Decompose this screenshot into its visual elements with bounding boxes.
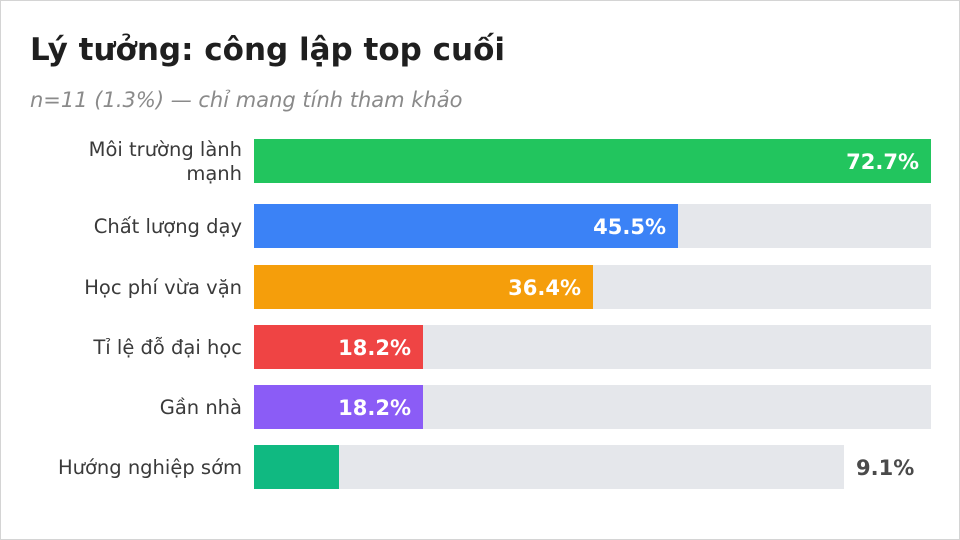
bar-row: 45.5% Chất lượng dạy [94,204,931,248]
bar-row: 36.4% Học phí vừa vặn [84,265,931,309]
bar-value-label: 9.1% [856,456,914,480]
bar-row: 9.1% Hướng nghiệp sớm [58,445,914,489]
category-label: Gần nhà [160,396,242,419]
bar-value-label: 36.4% [508,276,581,300]
bar-row: 18.2% Tỉ lệ đỗ đại học [92,325,931,369]
category-label: Môi trường lành mạnh [89,138,242,185]
bar-row: 72.7% Môi trường lành mạnh [89,138,931,185]
bar [254,445,339,489]
category-label: Chất lượng dạy [94,215,242,238]
bar-value-label: 18.2% [338,396,411,420]
bar-value-label: 72.7% [846,150,919,174]
category-label: Tỉ lệ đỗ đại học [92,336,242,359]
bar-value-label: 45.5% [593,215,666,239]
category-label: Học phí vừa vặn [84,276,242,299]
chart-subtitle: n=11 (1.3%) — chỉ mang tính tham khảo [30,88,463,112]
bar [254,325,423,369]
bar [254,385,423,429]
bar [254,204,678,248]
bar-track [254,445,844,489]
bar [254,265,593,309]
bar [254,139,931,183]
chart-title: Lý tưởng: công lập top cuối [30,32,506,68]
bar-row: 18.2% Gần nhà [160,385,931,429]
bar-value-label: 18.2% [338,336,411,360]
category-label: Hướng nghiệp sớm [58,456,242,479]
